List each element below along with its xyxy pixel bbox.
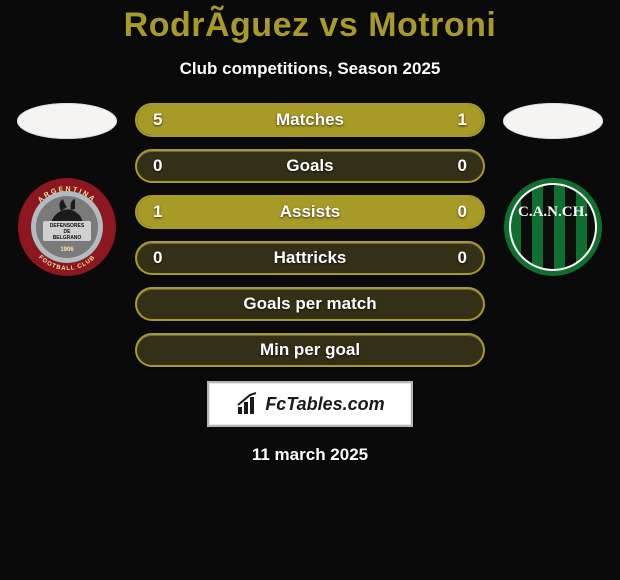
stat-bar-value-left: 0 <box>153 243 162 273</box>
stat-bar-label: Goals <box>137 151 483 181</box>
main-row: DEFENSORES DE BELGRANO 1906 ARGENTINA FO… <box>0 103 620 367</box>
crest-defensores-icon: DEFENSORES DE BELGRANO 1906 ARGENTINA FO… <box>17 177 117 277</box>
stat-bar: Matches5 1 <box>135 103 485 137</box>
stat-bar-value-right: 0 <box>458 197 467 227</box>
stat-bar-value-right: 0 <box>458 243 467 273</box>
stat-bar-value-left: 0 <box>153 151 162 181</box>
fctables-logo-icon <box>235 391 261 417</box>
crest-year: 1906 <box>60 247 74 253</box>
content-wrapper: RodrÃ­guez vs Motroni Club competitions,… <box>0 0 620 580</box>
right-side: C.A.N.CH. <box>503 103 603 282</box>
stat-bar-value-right: 0 <box>458 151 467 181</box>
brand-box[interactable]: FcTables.com <box>207 381 413 427</box>
comparison-bars: Matches51Goals00Assists10Hattricks00Goal… <box>135 103 485 367</box>
crest2-monogram: C.A.N.CH. <box>518 204 588 220</box>
stat-bar-label: Matches <box>137 105 483 135</box>
page-subtitle: Club competitions, Season 2025 <box>0 59 620 79</box>
date-text: 11 march 2025 <box>0 445 620 465</box>
right-team-crest: C.A.N.CH. <box>503 177 603 282</box>
page-title: RodrÃ­guez vs Motroni <box>0 6 620 45</box>
stat-bar-label: Min per goal <box>137 335 483 365</box>
crest-canch-icon: C.A.N.CH. <box>503 177 603 277</box>
crest2-stripe <box>532 184 543 270</box>
left-team-crest: DEFENSORES DE BELGRANO 1906 ARGENTINA FO… <box>17 177 117 282</box>
stat-bar-label: Hattricks <box>137 243 483 273</box>
stat-bar: Goals per match <box>135 287 485 321</box>
right-player-silhouette <box>503 103 603 139</box>
stat-bar-value-right: 1 <box>458 105 467 135</box>
left-side: DEFENSORES DE BELGRANO 1906 ARGENTINA FO… <box>17 103 117 282</box>
left-player-silhouette <box>17 103 117 139</box>
stat-bar-label: Assists <box>137 197 483 227</box>
stat-bar: Hattricks0 0 <box>135 241 485 275</box>
stat-bar: Min per goal <box>135 333 485 367</box>
stat-bar: Assists1 0 <box>135 195 485 229</box>
stat-bar: Goals0 0 <box>135 149 485 183</box>
stat-bar-value-left: 1 <box>153 197 162 227</box>
stat-bar-label: Goals per match <box>137 289 483 319</box>
crest-banner-line3: BELGRANO <box>53 235 82 241</box>
crest2-stripe <box>554 184 565 270</box>
brand-text: FcTables.com <box>265 394 384 415</box>
stat-bar-value-left: 5 <box>153 105 162 135</box>
